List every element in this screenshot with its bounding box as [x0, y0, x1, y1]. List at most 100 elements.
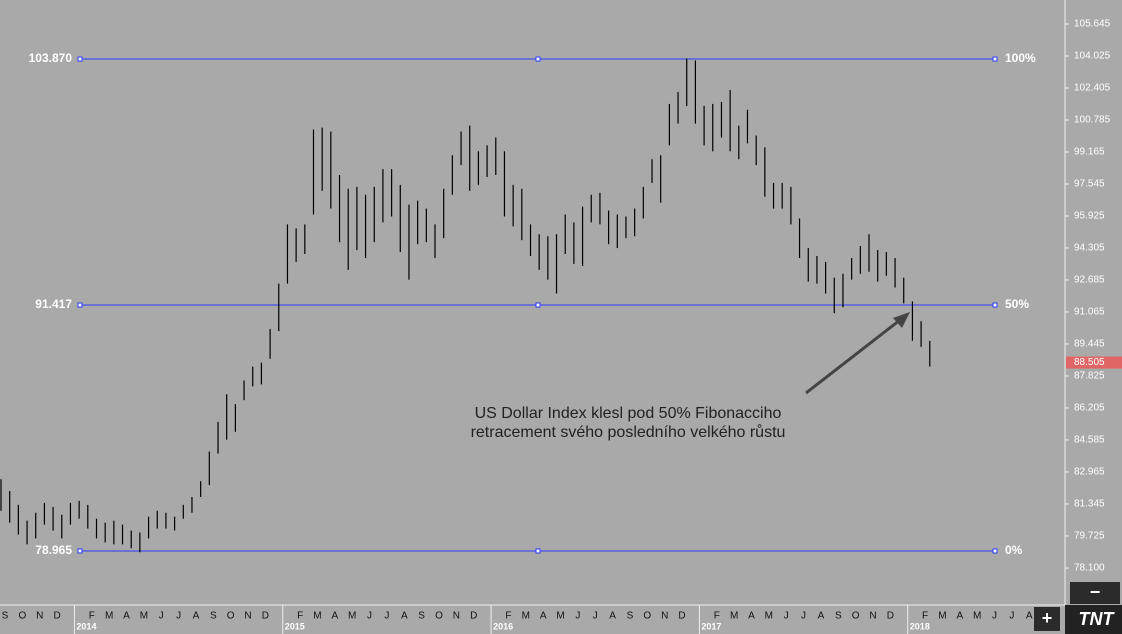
x-tick-label: J [176, 611, 181, 622]
x-tick-label: F [922, 611, 928, 622]
y-tick-label: 84.585 [1074, 435, 1105, 446]
fib-handle [535, 548, 541, 554]
last-price-box [1066, 356, 1122, 369]
y-tick-label: 86.205 [1074, 403, 1105, 414]
x-tick-label: J [784, 611, 789, 622]
year-label: 2016 [493, 621, 513, 631]
x-tick-label: F [505, 611, 511, 622]
fib-handle [992, 302, 998, 308]
x-tick-label: M [313, 611, 321, 622]
x-tick-label: M [522, 611, 530, 622]
year-label: 2014 [76, 621, 96, 631]
x-tick-label: J [801, 611, 806, 622]
y-tick-label: 87.825 [1074, 371, 1105, 382]
fib-price-label: 91.417 [35, 297, 72, 311]
zoom-in-button[interactable] [1034, 607, 1060, 631]
x-tick-label: J [1009, 611, 1014, 622]
x-tick-label: A [956, 611, 963, 622]
x-tick-label: D [470, 611, 477, 622]
fib-price-label: 78.965 [35, 543, 72, 557]
annotation: retracement svého posledního velkého růs… [471, 423, 786, 441]
x-tick-label: A [193, 611, 200, 622]
x-tick-label: A [540, 611, 547, 622]
x-tick-label: J [159, 611, 164, 622]
fib-handle [535, 56, 541, 62]
y-tick-label: 95.925 [1074, 211, 1105, 222]
y-tick-label: 79.725 [1074, 531, 1105, 542]
year-label: 2018 [910, 621, 930, 631]
x-tick-label: M [105, 611, 113, 622]
x-tick-label: J [367, 611, 372, 622]
y-tick-label: 82.965 [1074, 467, 1105, 478]
y-tick-label: 97.545 [1074, 179, 1105, 190]
x-tick-label: M [140, 611, 148, 622]
x-tick-label: A [748, 611, 755, 622]
y-tick-label: 99.165 [1074, 147, 1105, 158]
x-tick-label: N [869, 611, 876, 622]
last-price-label: 88.505 [1074, 357, 1105, 368]
x-tick-label: A [401, 611, 408, 622]
y-tick-label: 89.445 [1074, 339, 1105, 350]
arrow-head [893, 312, 910, 328]
logo-box [1065, 605, 1122, 634]
x-tick-label: A [609, 611, 616, 622]
x-tick-label: D [53, 611, 60, 622]
plot: 105.645 104.025 102.405 100.785 99.165 97.545… [0, 19, 1122, 634]
year-label: 2015 [285, 621, 305, 631]
x-tick-label: F [89, 611, 95, 622]
x-tick-label: S [627, 611, 634, 622]
fib-handle [77, 548, 83, 554]
y-tick-label: 94.305 [1074, 243, 1105, 254]
logo: TNT [1079, 609, 1116, 629]
x-tick-label: A [123, 611, 130, 622]
x-tick-label: O [852, 611, 860, 622]
x-tick-label: D [887, 611, 894, 622]
x-tick-label: S [2, 611, 9, 622]
y-tick-label: 91.065 [1074, 307, 1105, 318]
zoom-in-label[interactable]: + [1042, 608, 1053, 628]
x-tick-label: J [575, 611, 580, 622]
fib-handle [992, 548, 998, 554]
x-tick-label: N [244, 611, 251, 622]
zoom-out-label[interactable]: − [1090, 582, 1101, 602]
y-tick-label: 100.785 [1074, 115, 1111, 126]
y-tick-label: 92.685 [1074, 275, 1105, 286]
x-tick-label: J [992, 611, 997, 622]
x-tick-label: S [418, 611, 425, 622]
fib-percent-label: 100% [1005, 51, 1036, 65]
x-tick-label: N [661, 611, 668, 622]
x-tick-label: M [765, 611, 773, 622]
x-tick-label: N [36, 611, 43, 622]
y-tick-label: 81.345 [1074, 499, 1105, 510]
x-tick-label: S [210, 611, 217, 622]
x-tick-label: A [332, 611, 339, 622]
fib-handle [77, 56, 83, 62]
x-tick-label: O [18, 611, 26, 622]
x-tick-label: M [556, 611, 564, 622]
fib-handle [992, 56, 998, 62]
fib-percent-label: 0% [1005, 543, 1023, 557]
y-tick-label: 78.100 [1074, 563, 1105, 574]
x-tick-label: S [835, 611, 842, 622]
y-tick-label: 102.405 [1074, 83, 1111, 94]
x-tick-label: F [297, 611, 303, 622]
fib-price-label: 103.870 [29, 51, 73, 65]
fib-handle [535, 302, 541, 308]
x-tick-label: M [973, 611, 981, 622]
x-tick-label: A [818, 611, 825, 622]
year-label: 2017 [701, 621, 721, 631]
x-tick-label: M [348, 611, 356, 622]
x-tick-label: D [678, 611, 685, 622]
annotation-arrow [805, 318, 901, 395]
zoom-out-button[interactable] [1070, 582, 1120, 604]
x-tick-label: M [938, 611, 946, 622]
x-tick-label: F [714, 611, 720, 622]
x-tick-label: O [227, 611, 235, 622]
fib-percent-label: 50% [1005, 297, 1029, 311]
y-tick-label: 105.645 [1074, 19, 1111, 30]
x-tick-label: O [643, 611, 651, 622]
x-tick-label: J [384, 611, 389, 622]
x-tick-label: M [730, 611, 738, 622]
